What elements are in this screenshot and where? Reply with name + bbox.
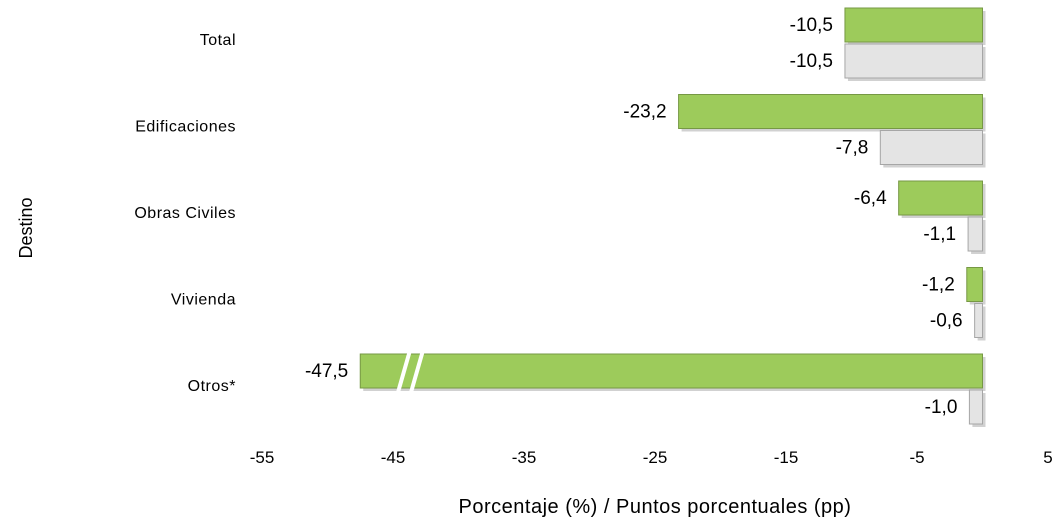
- category-label: Vivienda: [171, 292, 236, 309]
- data-label: -1,1: [923, 224, 956, 245]
- bar: [844, 7, 984, 43]
- bar: [678, 94, 984, 129]
- data-label: -23,2: [623, 102, 666, 123]
- x-tick-label: -55: [250, 448, 275, 467]
- bar: [898, 180, 983, 216]
- data-label: -6,4: [854, 188, 887, 209]
- bar: [966, 267, 984, 302]
- x-tick-label: -25: [643, 448, 668, 467]
- axis-break-mark: [396, 349, 413, 393]
- bar: [359, 353, 983, 389]
- bar: [968, 389, 984, 425]
- data-label: -10,5: [790, 15, 833, 36]
- category-label: Edificaciones: [135, 119, 236, 136]
- x-axis-title: Porcentaje (%) / Puntos porcentuales (pp…: [459, 496, 852, 518]
- category-labels: Total Edificaciones Obras Civiles Vivienda O…: [134, 32, 236, 395]
- data-label: -1,0: [925, 397, 958, 418]
- x-tick-label: 5: [1043, 448, 1052, 467]
- bar: [844, 43, 984, 79]
- data-label: -7,8: [836, 138, 869, 159]
- category-label: Otros*: [188, 378, 236, 395]
- category-label: Total: [200, 32, 236, 49]
- category-label: Obras Civiles: [134, 205, 236, 222]
- x-tick-label: -15: [774, 448, 799, 467]
- data-labels: -10,5 -10,5 -23,2 -7,8 -6,4 -1,1 -1,2 -0,6 -47,5…: [305, 15, 963, 418]
- bars: [359, 7, 986, 427]
- bar: [967, 216, 984, 252]
- y-axis-title: Destino: [16, 197, 36, 258]
- x-tick-label: -35: [512, 448, 537, 467]
- data-label: -1,2: [922, 275, 955, 296]
- bar: [879, 130, 984, 165]
- data-label: -10,5: [790, 51, 833, 72]
- axis-break-mark: [409, 349, 426, 393]
- x-tick-label: -45: [381, 448, 406, 467]
- data-label: -47,5: [305, 361, 348, 382]
- x-tick-label: -5: [909, 448, 924, 467]
- data-label: -0,6: [930, 311, 963, 332]
- bar: [974, 303, 984, 338]
- x-tick-labels: -55 -45 -35 -25 -15 -5 5: [250, 448, 1053, 467]
